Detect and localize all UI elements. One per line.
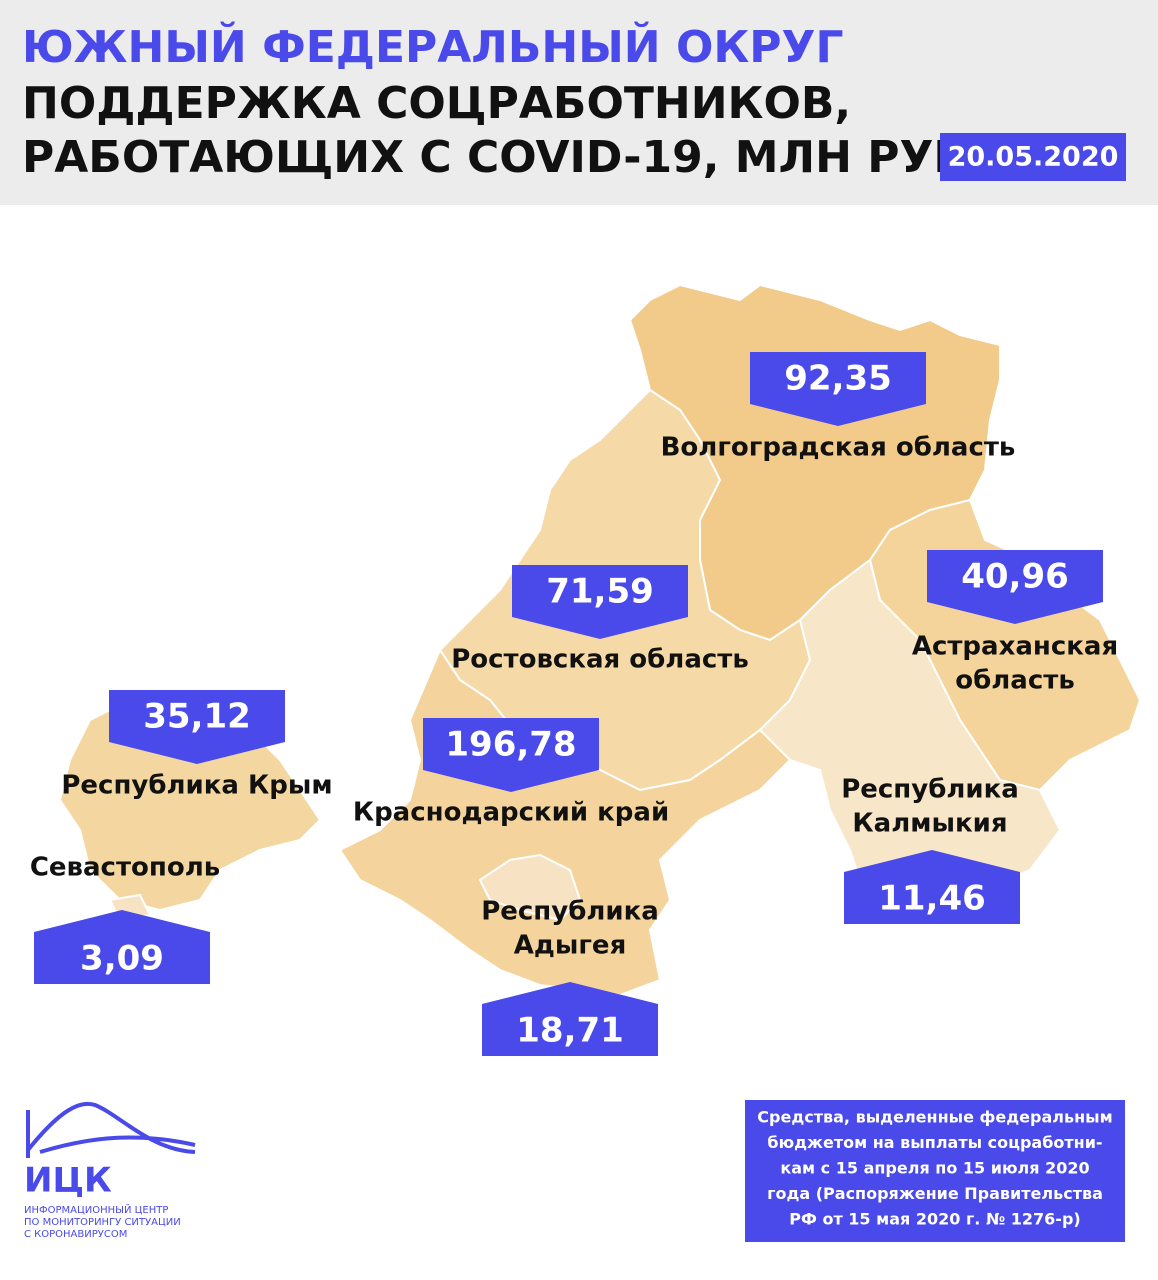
- region-name: область: [955, 666, 1075, 696]
- value-box: [927, 550, 1103, 624]
- logo-text: С КОРОНАВИРУСОМ: [24, 1229, 127, 1240]
- region-name: Республика: [481, 897, 659, 927]
- logo-text: ПО МОНИТОРИНГУ СИТУАЦИИ: [24, 1217, 181, 1228]
- region-value: 35,12: [143, 697, 251, 737]
- region-name: Республика: [841, 775, 1019, 805]
- region-value: 3,09: [80, 939, 164, 979]
- region-name: Адыгея: [514, 931, 627, 961]
- note-line: года (Распоряжение Правительства: [767, 1184, 1103, 1203]
- note-box: [745, 1100, 1125, 1242]
- region-value: 18,71: [516, 1011, 624, 1051]
- logo-abbr: ИЦК: [24, 1161, 112, 1201]
- date-box: [940, 133, 1126, 181]
- value-box: [34, 910, 210, 984]
- logo-text: ИНФОРМАЦИОННЫЙ ЦЕНТР: [24, 1203, 168, 1216]
- value-box: [423, 718, 599, 792]
- logo-mark: [26, 1101, 196, 1158]
- date: 20.05.2020: [948, 142, 1119, 173]
- title-line: ПОДДЕРЖКА СОЦРАБОТНИКОВ,: [22, 78, 851, 129]
- value-box: [844, 850, 1020, 924]
- value-box: [482, 982, 658, 1056]
- value-box: [750, 352, 926, 426]
- region-name: Краснодарский край: [353, 798, 669, 828]
- region-name: Республика Крым: [61, 771, 332, 801]
- region-name: Калмыкия: [852, 809, 1007, 839]
- value-box: [512, 565, 688, 639]
- note-line: РФ от 15 мая 2020 г. № 1276-р): [789, 1210, 1080, 1229]
- value-box: [109, 690, 285, 764]
- region-name: Севастополь: [30, 853, 220, 883]
- region-adygea: [478, 853, 582, 922]
- note-line: бюджетом на выплаты соцработни-: [767, 1133, 1102, 1152]
- region-value: 11,46: [878, 879, 986, 919]
- region-name: Волгоградская область: [661, 433, 1016, 463]
- region-title: ЮЖНЫЙ ФЕДЕРАЛЬНЫЙ ОКРУГ: [22, 20, 844, 73]
- region-value: 40,96: [961, 557, 1069, 597]
- region-name: Астраханская: [912, 632, 1118, 662]
- region-name: Ростовская область: [451, 645, 749, 675]
- note-line: Средства, выделенные федеральным: [757, 1108, 1112, 1127]
- region-value: 196,78: [445, 725, 576, 765]
- logo: ИЦК ИНФОРМАЦИОННЫЙ ЦЕНТР ПО МОНИТОРИНГУ …: [24, 1101, 196, 1240]
- title-line: РАБОТАЮЩИХ С COVID-19, МЛН РУБ: [22, 132, 967, 183]
- region-value: 92,35: [784, 359, 892, 399]
- note-line: кам с 15 апреля по 15 июля 2020: [780, 1159, 1089, 1178]
- region-value: 71,59: [546, 572, 654, 612]
